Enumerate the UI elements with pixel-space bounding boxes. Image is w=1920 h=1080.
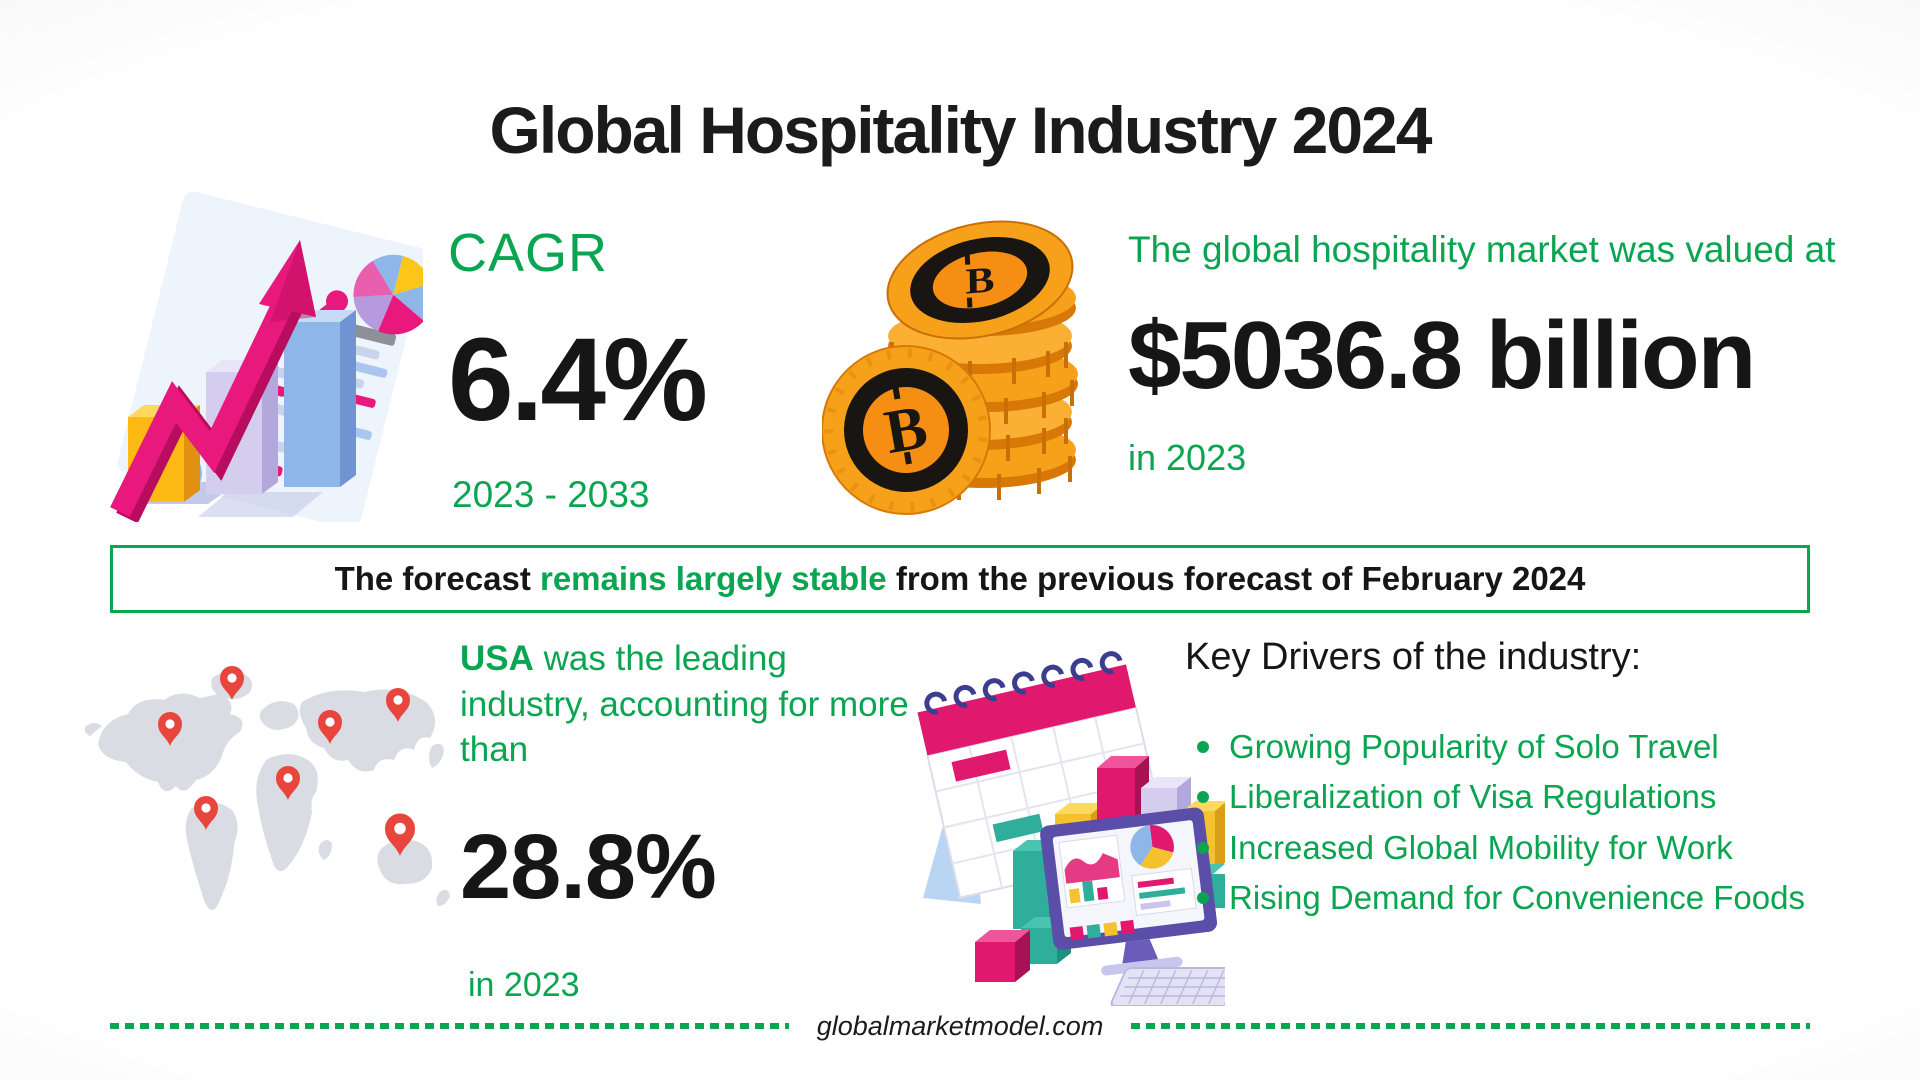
banner-text-suffix: from the previous forecast of February 2…	[886, 560, 1586, 597]
growth-chart-report-illustration	[110, 191, 423, 522]
key-drivers-section: Key Drivers of the industry: Growing Pop…	[1185, 636, 1845, 928]
cagr-section: CAGR 6.4% 2023 - 2033	[448, 222, 808, 516]
page-title: Global Hospitality Industry 2024	[489, 93, 1433, 167]
bitcoin-coins-stack-illustration: B B	[822, 220, 1078, 515]
leading-region-share: 28.8%	[460, 815, 717, 918]
key-driver-item: Rising Demand for Convenience Foods	[1185, 878, 1845, 918]
key-driver-item: Liberalization of Visa Regulations	[1185, 777, 1845, 817]
leading-region-text: USA was the leading industry, accounting…	[460, 639, 909, 769]
cagr-label: CAGR	[448, 223, 609, 283]
market-value-amount: $5036.8 billion	[1128, 301, 1756, 409]
footer-dashed-line-right	[1131, 1023, 1810, 1029]
footer-website: globalmarketmodel.com	[816, 1010, 1104, 1041]
leading-region-section: USA was the leading industry, accounting…	[460, 636, 910, 1005]
key-driver-item: Growing Popularity of Solo Travel	[1185, 727, 1845, 767]
forecast-banner: The forecast remains largely stable from…	[110, 545, 1810, 613]
key-drivers-heading: Key Drivers of the industry:	[1185, 636, 1642, 678]
calendar-analytics-dashboard-illustration	[917, 651, 1225, 1006]
key-driver-item: Increased Global Mobility for Work	[1185, 828, 1845, 868]
svg-text:B: B	[965, 259, 995, 302]
market-value-section: The global hospitality market was valued…	[1128, 226, 1868, 479]
market-value-year: in 2023	[1128, 436, 1247, 478]
world-map-location-pins-illustration	[84, 666, 450, 910]
cagr-value: 6.4%	[448, 314, 708, 446]
footer: globalmarketmodel.com	[110, 1006, 1810, 1046]
banner-text-highlight: remains largely stable	[539, 560, 887, 597]
leading-region-year: in 2023	[468, 965, 580, 1004]
banner-text-prefix: The forecast	[334, 560, 540, 597]
key-drivers-list: Growing Popularity of Solo Travel Libera…	[1185, 727, 1845, 918]
footer-dashed-line-left	[110, 1023, 789, 1029]
cagr-period: 2023 - 2033	[452, 474, 650, 515]
market-value-intro: The global hospitality market was valued…	[1128, 229, 1836, 270]
leading-region-name: USA	[460, 639, 534, 678]
